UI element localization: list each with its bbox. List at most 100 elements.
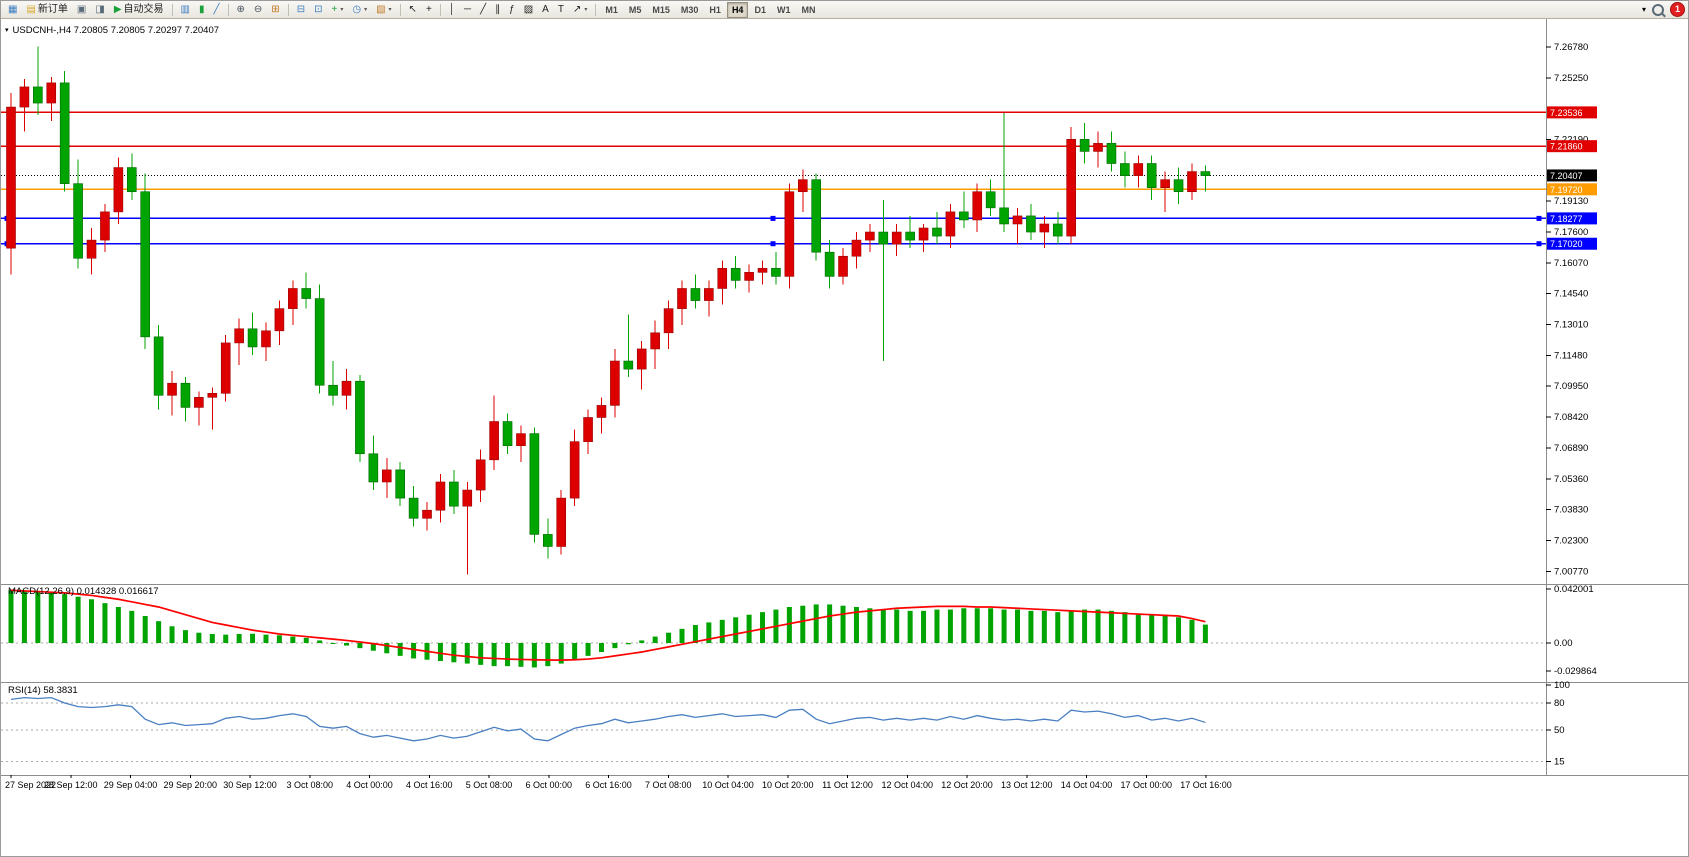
periods-button[interactable]: ◷ ▾: [348, 2, 371, 18]
svg-text:50: 50: [1554, 725, 1565, 736]
svg-text:7.19720: 7.19720: [1550, 185, 1583, 195]
notification-badge[interactable]: 1: [1670, 2, 1685, 17]
tile-windows-button[interactable]: ⊞: [267, 2, 283, 18]
candlestick-chart-button[interactable]: ▮: [195, 2, 209, 18]
line-chart-icon: ╱: [213, 3, 220, 15]
chart-frame: [1, 19, 1688, 776]
svg-text:7.22190: 7.22190: [1554, 135, 1588, 146]
fibonacci-button[interactable]: ƒ: [505, 2, 519, 18]
candles-layer: [6, 46, 1211, 575]
channel-button[interactable]: ∥: [491, 2, 504, 18]
timeframe-w1[interactable]: W1: [772, 2, 796, 18]
timeframe-m5[interactable]: M5: [624, 2, 647, 18]
rsi-layer: [10, 696, 1206, 742]
cascade-windows-icon: ⊡: [314, 3, 323, 15]
cursor-icon: ↖: [408, 3, 417, 15]
text-button[interactable]: A: [538, 2, 553, 18]
cursor-button[interactable]: ↖: [405, 2, 421, 18]
svg-text:7 Oct 08:00: 7 Oct 08:00: [645, 780, 692, 790]
print-preview-icon: ◨: [95, 3, 105, 15]
timeframe-h1[interactable]: H1: [704, 2, 726, 18]
timeframe-d1[interactable]: D1: [749, 2, 771, 18]
svg-text:30 Sep 12:00: 30 Sep 12:00: [223, 780, 277, 790]
vertical-line-icon: │: [448, 3, 456, 15]
auto-arrange-icon: ⊟: [296, 3, 306, 15]
vertical-line-button[interactable]: │: [445, 2, 459, 18]
chart-title: ▾ USDCNH-,H4 7.20805 7.20805 7.20297 7.2…: [5, 25, 219, 36]
price-chart[interactable]: 7.26780 7.25250 7.22190 7.19130 7.17600 7.160…: [1, 19, 1689, 857]
price-tags: 7.23536 7.21860 7.19720 7.18277 7.17020 7.204…: [1547, 106, 1597, 250]
indicator-levels: [1, 642, 1546, 762]
svg-text:7.16070: 7.16070: [1554, 258, 1588, 269]
arrows-button[interactable]: ↗ ▾: [569, 2, 591, 18]
new-chart-icon: ▦: [8, 3, 18, 15]
svg-text:12 Oct 20:00: 12 Oct 20:00: [941, 780, 993, 790]
horizontal-lines-layer[interactable]: [1, 111, 1546, 247]
svg-text:13 Oct 12:00: 13 Oct 12:00: [1001, 780, 1053, 790]
chevron-down-icon: ▾: [364, 7, 368, 13]
indicators-button[interactable]: + ▾: [327, 2, 347, 18]
print-button[interactable]: ▣: [73, 2, 90, 18]
horizontal-line-icon: ─: [464, 3, 472, 15]
price-tag-7.19720: [1547, 183, 1597, 196]
templates-icon: ▧: [376, 3, 386, 15]
shapes-button[interactable]: ▨: [520, 2, 537, 18]
svg-text:3 Oct 08:00: 3 Oct 08:00: [286, 780, 333, 790]
toolbar-separator: [595, 3, 597, 16]
svg-text:7.21860: 7.21860: [1550, 142, 1583, 152]
svg-text:7.06890: 7.06890: [1554, 443, 1588, 454]
price-axis[interactable]: 7.26780 7.25250 7.22190 7.19130 7.17600 7.160…: [1546, 42, 1597, 768]
print-icon: ▣: [76, 3, 87, 15]
svg-text:28 Sep 12:00: 28 Sep 12:00: [44, 780, 98, 790]
print-preview-button[interactable]: ◨: [91, 2, 108, 18]
horizontal-line-button[interactable]: ─: [460, 2, 475, 18]
timeframe-m15[interactable]: M15: [647, 2, 675, 18]
timeframe-mn[interactable]: MN: [796, 2, 820, 18]
bar-chart-button[interactable]: ▥: [177, 2, 194, 18]
svg-text:17 Oct 00:00: 17 Oct 00:00: [1120, 780, 1172, 790]
timeframe-toolbar: M1 M5 M15 M30 H1 H4 D1 W1 MN: [600, 1, 820, 18]
price-tag-7.23536: [1547, 106, 1597, 119]
svg-text:12 Oct 04:00: 12 Oct 04:00: [881, 780, 933, 790]
svg-text:29 Sep 20:00: 29 Sep 20:00: [163, 780, 217, 790]
svg-text:6 Oct 16:00: 6 Oct 16:00: [585, 780, 632, 790]
cascade-windows-button[interactable]: ⊡: [310, 2, 326, 18]
arrows-icon: ↗: [572, 3, 582, 15]
price-tag-7.20407: [1547, 169, 1597, 182]
svg-text:7.09950: 7.09950: [1554, 381, 1588, 392]
timeframe-h4[interactable]: H4: [726, 1, 749, 18]
search-icon[interactable]: [1652, 3, 1664, 16]
shapes-icon: ▨: [523, 3, 534, 15]
toolbar-separator: [227, 3, 229, 16]
svg-text:7.00770: 7.00770: [1554, 566, 1588, 577]
svg-text:7.13010: 7.13010: [1554, 320, 1588, 331]
svg-text:14 Oct 04:00: 14 Oct 04:00: [1061, 780, 1113, 790]
svg-text:7.11480: 7.11480: [1554, 350, 1588, 361]
svg-text:4 Oct 00:00: 4 Oct 00:00: [346, 780, 393, 790]
svg-text:10 Oct 04:00: 10 Oct 04:00: [702, 780, 754, 790]
new-chart-button[interactable]: ▦: [4, 2, 21, 18]
templates-button[interactable]: ▧ ▾: [372, 2, 395, 18]
line-chart-button[interactable]: ╱: [209, 2, 223, 18]
text-label-button[interactable]: T: [554, 2, 568, 18]
tile-windows-icon: ⊞: [271, 3, 280, 15]
zoom-out-button[interactable]: ⊖: [250, 2, 266, 18]
fibonacci-icon: ƒ: [509, 3, 515, 15]
chart-dropdown-icon[interactable]: ▾: [5, 27, 9, 34]
svg-text:6 Oct 00:00: 6 Oct 00:00: [525, 780, 572, 790]
auto-arrange-button[interactable]: ⊟: [293, 2, 309, 18]
new-order-button[interactable]: ▤ 新订单: [22, 2, 71, 18]
timeframe-m30[interactable]: M30: [676, 2, 704, 18]
svg-text:29 Sep 04:00: 29 Sep 04:00: [104, 780, 158, 790]
trendline-button[interactable]: ╱: [476, 2, 490, 18]
toolbar-overflow-chevron-icon[interactable]: ▾: [1641, 4, 1646, 14]
svg-text:-0.029864: -0.029864: [1554, 666, 1597, 677]
timeframe-m1[interactable]: M1: [600, 2, 623, 18]
zoom-in-button[interactable]: ⊕: [233, 2, 249, 18]
autotrading-button[interactable]: ▶ 自动交易: [110, 2, 168, 18]
crosshair-button[interactable]: +: [422, 2, 436, 18]
toolbar-separator: [439, 3, 441, 16]
zoom-out-icon: ⊖: [253, 3, 263, 15]
svg-text:7.18277: 7.18277: [1550, 214, 1583, 224]
